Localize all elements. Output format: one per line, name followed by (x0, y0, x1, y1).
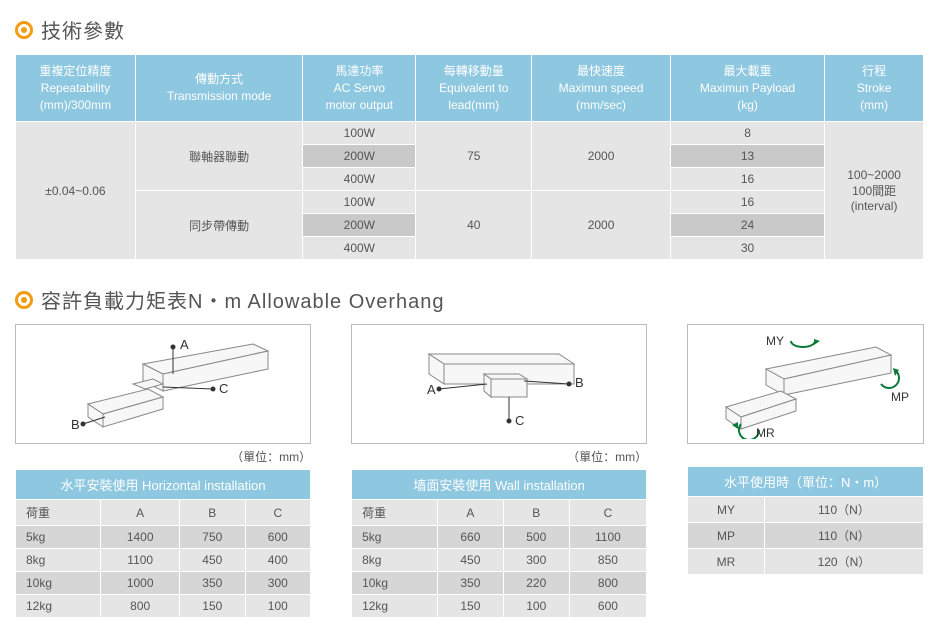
spec-repeatability: ±0.04~0.06 (16, 122, 136, 260)
svg-text:MY: MY (766, 334, 784, 348)
spec-stroke: 100~2000100間距(interval) (825, 122, 924, 260)
spec-trans-1: 同步帶傳動 (135, 191, 303, 260)
diagram-col-moment: MY MP MR 水平使用時（單位：N・m） MY110（N） MP110（N） (687, 324, 924, 618)
spec-power-5: 400W (303, 237, 416, 260)
spec-power-1: 200W (303, 145, 416, 168)
diagram-wall: A B C (351, 324, 647, 444)
spec-payload-2: 16 (670, 168, 824, 191)
spec-table: 重複定位精度Repeatability(mm)/300mm 傳動方式Transm… (15, 54, 924, 260)
spec-lead-1: 40 (416, 191, 532, 260)
wall-table: 墙面安裝使用 Wall installation 荷重 A B C 5kg660… (351, 469, 647, 618)
wtable-title: 墙面安裝使用 Wall installation (352, 470, 647, 500)
horizontal-table: 水平安裝使用 Horizontal installation 荷重 A B C … (15, 469, 311, 618)
bullet-icon (15, 291, 33, 309)
spec-payload-0: 8 (670, 122, 824, 145)
spec-trans-0: 聯軸器聯動 (135, 122, 303, 191)
svg-text:B: B (575, 375, 584, 390)
spec-power-2: 400W (303, 168, 416, 191)
spec-th-1: 傳動方式Transmission mode (135, 55, 303, 122)
spec-payload-3: 16 (670, 191, 824, 214)
section-header-2: 容許負載力矩表N・m Allowable Overhang (15, 285, 924, 314)
diagram-horizontal: A C B (15, 324, 311, 444)
mtable-title: 水平使用時（單位：N・m） (688, 467, 924, 497)
spec-th-0: 重複定位精度Repeatability(mm)/300mm (16, 55, 136, 122)
svg-text:A: A (180, 337, 189, 352)
unit-label-1: （單位：mm） (15, 448, 311, 465)
spec-payload-5: 30 (670, 237, 824, 260)
spec-th-3: 每轉移動量Equivalent tolead(mm) (416, 55, 532, 122)
svg-text:A: A (427, 382, 436, 397)
spec-payload-4: 24 (670, 214, 824, 237)
spec-th-6: 行程Stroke(mm) (825, 55, 924, 122)
section-header-1: 技術參數 (15, 15, 924, 44)
spec-speed-0: 2000 (532, 122, 671, 191)
svg-text:MP: MP (891, 390, 909, 404)
spec-th-2: 馬達功率AC Servomotor output (303, 55, 416, 122)
moment-table: 水平使用時（單位：N・m） MY110（N） MP110（N） MR120（N） (687, 466, 924, 575)
spec-power-4: 200W (303, 214, 416, 237)
spec-lead-0: 75 (416, 122, 532, 191)
spec-speed-1: 2000 (532, 191, 671, 260)
spec-power-3: 100W (303, 191, 416, 214)
section-title-1: 技術參數 (41, 15, 125, 44)
svg-text:C: C (219, 381, 228, 396)
diagram-moment: MY MP MR (687, 324, 924, 444)
unit-label-2: （單位：mm） (351, 448, 647, 465)
svg-text:MR: MR (756, 426, 775, 439)
spec-payload-1: 13 (670, 145, 824, 168)
section-title-2: 容許負載力矩表N・m Allowable Overhang (41, 285, 445, 314)
svg-text:C: C (515, 413, 524, 428)
spec-th-5: 最大載重Maximun Payload(kg) (670, 55, 824, 122)
diagram-col-wall: A B C （單位：mm） 墙面安裝使用 Wall installation 荷… (351, 324, 647, 618)
spec-power-0: 100W (303, 122, 416, 145)
svg-text:B: B (71, 417, 80, 432)
diagram-col-horizontal: A C B （單位：mm） 水平安裝使用 Horizontal installa… (15, 324, 311, 618)
bullet-icon (15, 21, 33, 39)
unit-label-3 (687, 448, 924, 462)
spec-th-4: 最快速度Maximun speed(mm/sec) (532, 55, 671, 122)
htable-title: 水平安裝使用 Horizontal installation (16, 470, 311, 500)
